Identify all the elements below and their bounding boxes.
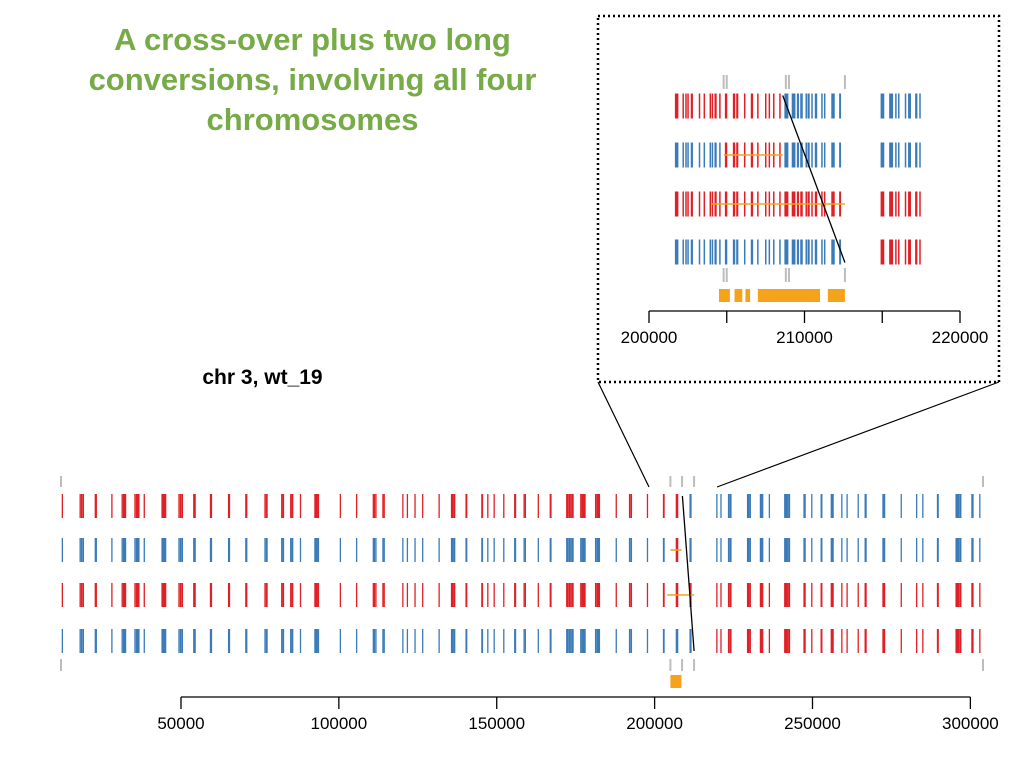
x-tick-label: 250000: [784, 714, 841, 733]
orange-event: [670, 675, 682, 688]
track-2: [674, 142, 921, 168]
orange-event: [718, 289, 730, 302]
inset-connector-right: [716, 381, 1000, 488]
x-tick-label: 300000: [942, 714, 999, 733]
track-3: [61, 583, 981, 607]
x-tick-label: 100000: [310, 714, 367, 733]
track-1: [61, 494, 981, 518]
x-tick-label: 200000: [626, 714, 683, 733]
orange-event: [827, 289, 845, 302]
track-4: [61, 629, 981, 653]
track-1: [674, 93, 921, 119]
chart-title: A cross-over plus two long conversions, …: [88, 22, 537, 137]
x-tick-label: 50000: [157, 714, 204, 733]
chart-subtitle: chr 3, wt_19: [202, 366, 323, 389]
x-tick-label: 210000: [776, 328, 833, 347]
orange-event: [757, 289, 821, 302]
crossover-line: [782, 95, 846, 263]
track-2: [61, 538, 981, 562]
crossover-line: [681, 495, 695, 652]
x-tick-label: 220000: [932, 328, 989, 347]
orange-event: [745, 289, 751, 302]
orange-event: [734, 289, 743, 302]
x-tick-label: 150000: [468, 714, 525, 733]
inset-genome-plot: 200000 210000 220000: [621, 75, 989, 347]
x-tick-label: 200000: [621, 328, 678, 347]
main-genome-plot: 50000 100000 150000 200000 250000 300000: [60, 476, 999, 733]
inset-connector-left: [597, 381, 650, 488]
track-4: [674, 239, 921, 265]
inset-frame: [596, 14, 1001, 384]
